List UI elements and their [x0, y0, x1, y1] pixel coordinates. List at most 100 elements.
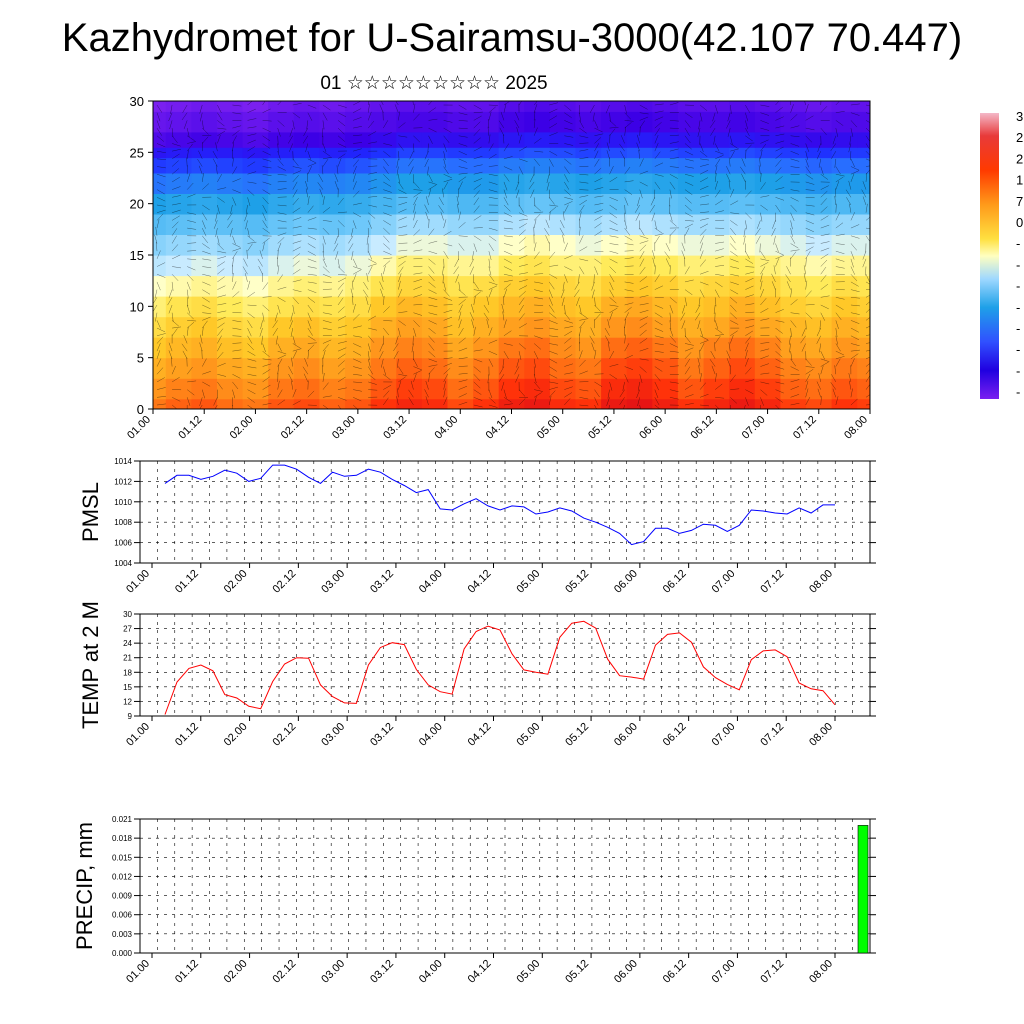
- wind-barb: [835, 203, 837, 213]
- wind-barb: [292, 343, 301, 349]
- wind-barb: [368, 263, 377, 267]
- heat-cell: [191, 275, 218, 297]
- wind-barb: [488, 104, 498, 106]
- wind-barb: [831, 151, 837, 160]
- wind-barb: [850, 358, 855, 367]
- wind-barb: [458, 337, 466, 344]
- wind-barb: [277, 249, 279, 259]
- heat-cell: [677, 111, 705, 133]
- wind-barb: [533, 392, 542, 398]
- wind-barb: [609, 289, 615, 298]
- wind-barb: [428, 228, 435, 236]
- wind-barb: [623, 404, 625, 409]
- wind-barb: [639, 235, 649, 239]
- wind-barb: [730, 235, 736, 244]
- wind-barb: [227, 220, 233, 228]
- wind-barb: [775, 358, 784, 364]
- wind-barb: [232, 135, 237, 144]
- chart-title: Kazhydromet for U-Sairamsu-3000(42.107 7…: [61, 16, 963, 60]
- wind-barb: [337, 282, 345, 290]
- heat-cell: [754, 316, 781, 338]
- wind-barb: [428, 258, 436, 265]
- cross-section-y-tick-label: 15: [130, 248, 144, 263]
- heat-cell: [524, 357, 551, 379]
- wind-barb: [202, 250, 211, 255]
- wind-barb: [368, 204, 377, 208]
- heat-cell: [857, 193, 870, 215]
- wind-barb: [790, 328, 792, 338]
- wind-barb: [820, 253, 829, 260]
- wind-barb: [488, 389, 493, 399]
- wind-barb: [172, 203, 181, 206]
- wind-barb: [835, 266, 845, 269]
- wind-barb: [715, 150, 724, 155]
- wind-barb: [665, 242, 671, 252]
- wind-barb: [337, 315, 347, 321]
- heat-cell: [345, 101, 372, 112]
- wind-barb: [367, 120, 375, 129]
- precip-x-tick-label: 02.00: [222, 958, 250, 986]
- wind-barb: [353, 325, 362, 329]
- heat-cell: [319, 316, 346, 338]
- wind-barb: [805, 158, 809, 168]
- wind-barb: [564, 242, 568, 252]
- wind-barb: [503, 319, 507, 329]
- wind-barb: [669, 148, 679, 152]
- wind-barb: [669, 312, 672, 322]
- wind-barb: [458, 222, 466, 229]
- wind-barb: [262, 127, 271, 133]
- wind-barb: [383, 390, 390, 398]
- heat-cell: [217, 357, 244, 379]
- wind-barb: [516, 127, 520, 136]
- wind-barb: [518, 389, 526, 397]
- heat-cell: [831, 147, 858, 159]
- heat-cell: [524, 157, 551, 174]
- wind-barb: [760, 273, 763, 282]
- wind-barb: [820, 198, 827, 206]
- heat-cell: [370, 147, 397, 159]
- heat-cell: [396, 357, 423, 379]
- wind-barb: [288, 366, 293, 375]
- wind-barb: [760, 258, 770, 262]
- wind-barb: [712, 112, 716, 122]
- wind-barb: [303, 373, 309, 383]
- pmsl-x-tick-label: 06.12: [661, 568, 689, 596]
- wind-barb: [564, 174, 569, 183]
- heat-cell: [242, 234, 269, 256]
- wind-barb: [790, 204, 797, 212]
- wind-barb: [654, 142, 659, 152]
- wind-barb: [277, 274, 284, 283]
- wind-barb: [636, 134, 640, 144]
- wind-barb: [232, 327, 242, 330]
- heat-cell: [677, 234, 705, 256]
- heat-cell: [345, 172, 372, 194]
- wind-barb: [820, 106, 828, 113]
- wind-barb: [669, 335, 677, 343]
- wind-barb: [292, 388, 297, 398]
- wind-barb: [352, 220, 357, 229]
- wind-barb: [156, 273, 166, 278]
- wind-barb: [199, 104, 203, 114]
- heat-cell: [626, 157, 653, 174]
- wind-barb: [183, 335, 188, 344]
- wind-barb: [790, 135, 800, 138]
- wind-barb: [187, 258, 197, 260]
- heat-cell: [857, 337, 870, 359]
- heat-cell: [729, 296, 756, 318]
- wind-barb: [775, 107, 783, 113]
- wind-barb: [337, 397, 347, 401]
- wind-barb: [398, 373, 408, 377]
- heat-cell: [396, 147, 423, 159]
- heat-cell: [268, 111, 295, 133]
- wind-barb: [367, 343, 371, 353]
- wind-barb: [850, 335, 860, 341]
- wind-barb: [549, 102, 558, 106]
- wind-barb: [428, 335, 435, 343]
- wind-barb: [428, 297, 438, 300]
- wind-barb: [171, 153, 180, 160]
- wind-barb: [368, 381, 377, 385]
- wind-barb: [862, 196, 867, 206]
- heat-cell: [549, 101, 577, 112]
- wind-barb: [168, 289, 173, 299]
- wind-barb: [604, 327, 610, 336]
